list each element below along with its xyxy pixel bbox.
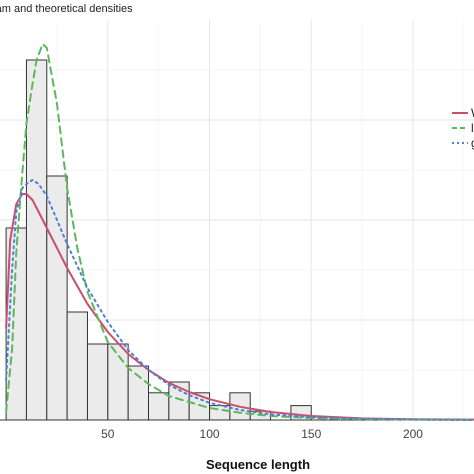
density-curve-l: [5, 43, 474, 421]
legend-label-g: g: [471, 136, 474, 150]
density-curves: [5, 43, 474, 421]
x-tick-label-3: 200: [403, 427, 423, 441]
histogram-bar-4: [66, 311, 88, 421]
x-tick-label-0: 50: [101, 427, 115, 441]
x-axis-label: Sequence length: [206, 457, 310, 472]
x-tick-label-2: 150: [301, 427, 321, 441]
density-curve-g: [5, 179, 474, 421]
histogram-bar-3: [46, 175, 68, 421]
histogram-bar-5: [86, 343, 109, 421]
x-axis-ticks: 50 100 150 200: [101, 427, 423, 441]
legend-label-l: l: [471, 121, 474, 135]
histogram-bar-8: [148, 392, 170, 421]
histogram-bar-2: [25, 59, 48, 421]
chart-title: ram and theoretical densities: [0, 3, 133, 15]
x-tick-label-1: 100: [200, 427, 220, 441]
legend: Wlg: [452, 106, 474, 150]
density-curve-W: [5, 193, 474, 421]
legend-label-W: W: [471, 106, 474, 120]
histogram-bar-6: [107, 343, 129, 421]
histogram-bars: [0, 59, 474, 421]
histogram-bar-7: [127, 365, 150, 421]
